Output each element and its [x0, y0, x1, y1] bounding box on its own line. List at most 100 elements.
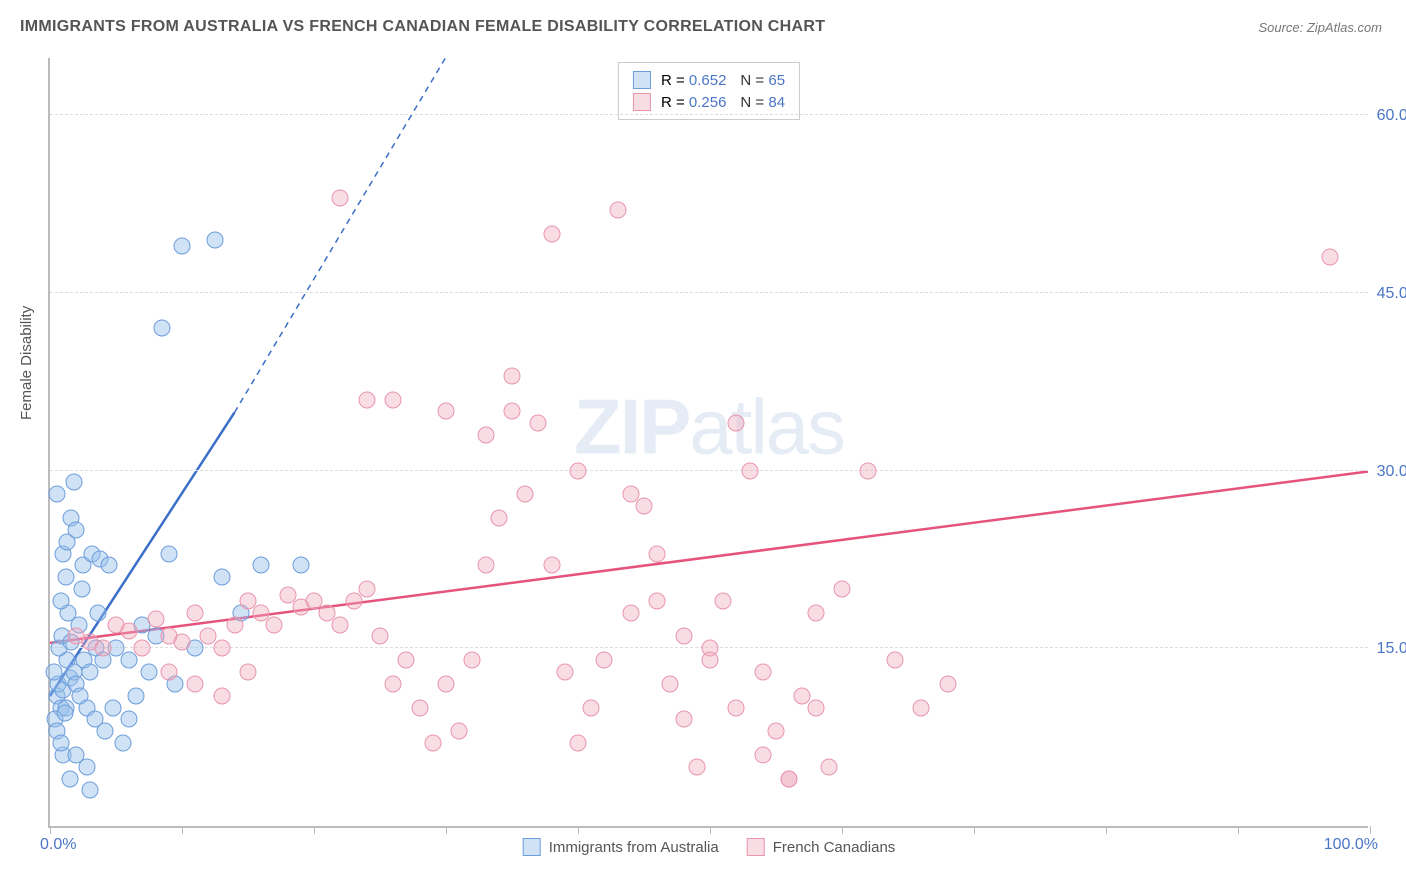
data-point: [754, 746, 771, 763]
data-point: [45, 664, 62, 681]
x-tick: [1238, 826, 1239, 834]
data-point: [477, 557, 494, 574]
data-point: [688, 758, 705, 775]
x-tick: [710, 826, 711, 834]
x-axis-min-label: 0.0%: [40, 836, 76, 854]
data-point: [570, 735, 587, 752]
data-point: [292, 557, 309, 574]
data-point: [556, 664, 573, 681]
data-point: [583, 699, 600, 716]
data-point: [728, 415, 745, 432]
data-point: [160, 545, 177, 562]
chart-container: IMMIGRANTS FROM AUSTRALIA VS FRENCH CANA…: [0, 0, 1406, 892]
swatch-icon: [633, 71, 651, 89]
data-point: [48, 486, 65, 503]
data-point: [636, 498, 653, 515]
data-point: [398, 652, 415, 669]
x-tick: [50, 826, 51, 834]
data-point: [596, 652, 613, 669]
y-tick-label: 45.0%: [1377, 285, 1406, 303]
x-tick: [974, 826, 975, 834]
data-point: [860, 462, 877, 479]
data-point: [52, 735, 69, 752]
data-point: [266, 616, 283, 633]
gridline: [50, 470, 1368, 471]
series-legend: Immigrants from Australia French Canadia…: [523, 838, 896, 856]
data-point: [675, 711, 692, 728]
data-point: [649, 592, 666, 609]
data-point: [358, 581, 375, 598]
data-point: [121, 652, 138, 669]
legend-label: Immigrants from Australia: [549, 839, 719, 856]
legend-item-australia: Immigrants from Australia: [523, 838, 719, 856]
x-tick: [182, 826, 183, 834]
data-point: [213, 687, 230, 704]
y-tick-label: 30.0%: [1377, 463, 1406, 481]
data-point: [517, 486, 534, 503]
data-point: [530, 415, 547, 432]
data-point: [675, 628, 692, 645]
data-point: [372, 628, 389, 645]
x-axis-max-label: 100.0%: [1324, 836, 1378, 854]
data-point: [728, 699, 745, 716]
data-point: [622, 486, 639, 503]
data-point: [160, 664, 177, 681]
trendlines-layer: [50, 58, 1368, 826]
source-attribution: Source: ZipAtlas.com: [1258, 20, 1382, 35]
data-point: [834, 581, 851, 598]
data-point: [477, 427, 494, 444]
data-point: [134, 640, 151, 657]
x-tick: [842, 826, 843, 834]
data-point: [187, 604, 204, 621]
data-point: [213, 569, 230, 586]
data-point: [68, 521, 85, 538]
data-point: [754, 664, 771, 681]
x-tick: [446, 826, 447, 834]
data-point: [715, 592, 732, 609]
data-point: [86, 711, 103, 728]
x-tick: [1106, 826, 1107, 834]
data-point: [464, 652, 481, 669]
legend-item-french: French Canadians: [747, 838, 896, 856]
legend-row-australia: R = 0.652N = 65: [633, 69, 785, 91]
data-point: [226, 616, 243, 633]
y-tick-label: 15.0%: [1377, 640, 1406, 658]
data-point: [141, 664, 158, 681]
data-point: [490, 510, 507, 527]
data-point: [424, 735, 441, 752]
data-point: [332, 616, 349, 633]
data-point: [65, 474, 82, 491]
data-point: [57, 569, 74, 586]
data-point: [187, 675, 204, 692]
data-point: [609, 202, 626, 219]
data-point: [807, 699, 824, 716]
y-tick-label: 60.0%: [1377, 107, 1406, 125]
data-point: [114, 735, 131, 752]
y-axis-title: Female Disability: [18, 306, 35, 420]
data-point: [662, 675, 679, 692]
swatch-icon: [633, 93, 651, 111]
data-point: [332, 190, 349, 207]
data-point: [154, 320, 171, 337]
data-point: [570, 462, 587, 479]
data-point: [61, 770, 78, 787]
chart-title: IMMIGRANTS FROM AUSTRALIA VS FRENCH CANA…: [20, 18, 825, 36]
data-point: [174, 634, 191, 651]
data-point: [411, 699, 428, 716]
data-point: [81, 782, 98, 799]
data-point: [240, 664, 257, 681]
data-point: [1322, 249, 1339, 266]
data-point: [78, 758, 95, 775]
data-point: [768, 723, 785, 740]
data-point: [105, 699, 122, 716]
data-point: [781, 770, 798, 787]
data-point: [94, 640, 111, 657]
data-point: [438, 403, 455, 420]
data-point: [101, 557, 118, 574]
x-tick: [314, 826, 315, 834]
data-point: [913, 699, 930, 716]
x-tick: [1370, 826, 1371, 834]
data-point: [207, 231, 224, 248]
data-point: [649, 545, 666, 562]
data-point: [56, 705, 73, 722]
